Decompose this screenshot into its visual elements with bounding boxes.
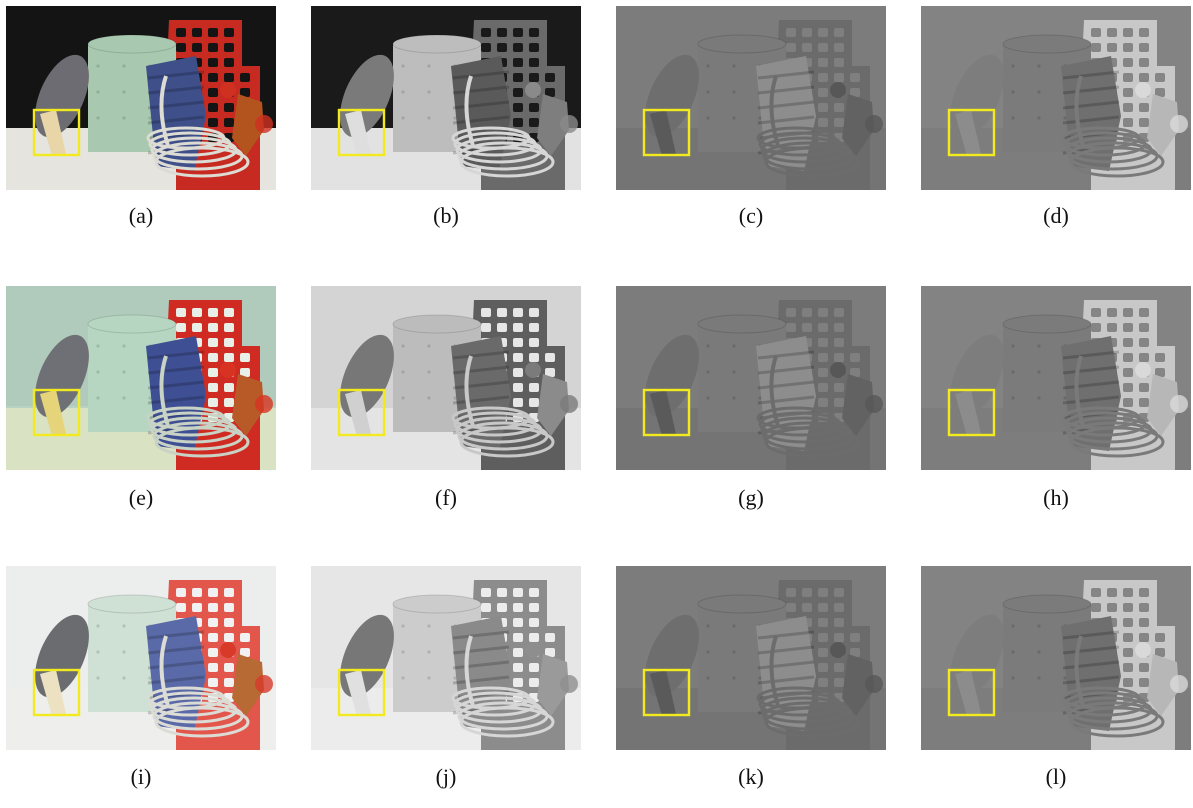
panel-l-image <box>921 566 1191 750</box>
panel-l-svg <box>921 566 1191 750</box>
panel-j-svg <box>311 566 581 750</box>
caption-b: (b) <box>433 203 459 228</box>
panel-c-svg <box>616 6 886 190</box>
caption-k: (k) <box>738 764 764 789</box>
panel-e-svg <box>6 286 276 470</box>
panel-h-image <box>921 286 1191 470</box>
panel-d-image <box>921 6 1191 190</box>
panel-k-svg <box>616 566 886 750</box>
panel-k-image <box>616 566 886 750</box>
panel-e-image <box>6 286 276 470</box>
caption-h: (h) <box>1043 485 1069 510</box>
caption-g: (g) <box>738 485 764 510</box>
caption-e: (e) <box>128 485 154 510</box>
caption-j: (j) <box>435 764 457 789</box>
panel-j-image <box>311 566 581 750</box>
panel-i-svg <box>6 566 276 750</box>
caption-l: (l) <box>1045 764 1067 789</box>
panel-b-image <box>311 6 581 190</box>
panel-f-svg <box>311 286 581 470</box>
panel-f-image <box>311 286 581 470</box>
caption-i: (i) <box>130 764 152 789</box>
caption-c: (c) <box>738 203 764 228</box>
panel-a-image <box>6 6 276 190</box>
panel-i-image <box>6 566 276 750</box>
panel-g-svg <box>616 286 886 470</box>
panel-a-svg <box>6 6 276 190</box>
caption-f: (f) <box>435 485 457 510</box>
caption-a: (a) <box>128 203 154 228</box>
caption-d: (d) <box>1043 203 1069 228</box>
panel-g-image <box>616 286 886 470</box>
panel-b-svg <box>311 6 581 190</box>
panel-c-image <box>616 6 886 190</box>
panel-h-svg <box>921 286 1191 470</box>
panel-d-svg <box>921 6 1191 190</box>
